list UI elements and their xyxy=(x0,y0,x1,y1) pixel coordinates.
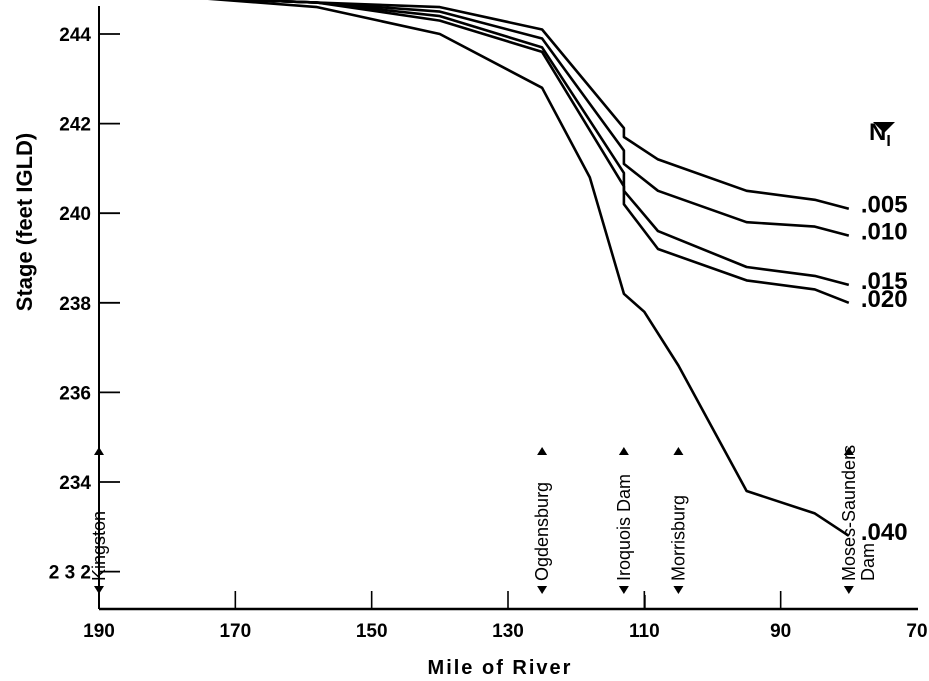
x-tick-label: 110 xyxy=(629,621,660,642)
station-label-line-2: Dam xyxy=(858,543,878,581)
x-tick-label: 130 xyxy=(492,621,524,642)
x-tick-label: 90 xyxy=(770,621,791,642)
legend-header: NI xyxy=(869,119,895,150)
station-down-arrow-icon xyxy=(618,586,629,594)
x-ticks: 190 170 150 130 110 90 70 xyxy=(83,591,928,642)
axes xyxy=(98,6,918,611)
y-tick-label: 244 xyxy=(59,25,91,46)
station-label-line: Ogdensburg xyxy=(532,482,552,581)
station-label-line: Moses-Saunders xyxy=(839,445,859,581)
station-label: Moses-SaundersDam xyxy=(839,445,878,581)
station-markers: Kingston Ogdensburg Iroquois Dam Morrisburg… xyxy=(89,445,878,594)
series-label: .040 xyxy=(861,519,908,546)
station-label-line: Kingston xyxy=(89,511,109,581)
legend-subscript: I xyxy=(886,133,890,150)
station-up-arrow-icon xyxy=(618,447,629,455)
series-label: .005 xyxy=(861,192,908,219)
x-tick-label: 150 xyxy=(356,621,388,642)
station-label: Ogdensburg xyxy=(532,482,552,581)
x-tick-label: 190 xyxy=(83,621,115,642)
station-label: Morrisburg xyxy=(668,495,688,581)
station-label-line: Iroquois Dam xyxy=(614,474,634,581)
station-down-arrow-icon xyxy=(537,586,548,594)
y-tick-label: 240 xyxy=(59,204,91,225)
series-line xyxy=(214,0,850,287)
x-axis-title: Mile of River xyxy=(428,657,573,679)
y-tick-label: 236 xyxy=(59,383,91,404)
station-up-arrow-icon xyxy=(94,447,104,455)
station-down-arrow-icon xyxy=(94,586,104,594)
x-tick-label: 170 xyxy=(219,621,251,642)
station-up-arrow-icon xyxy=(843,447,854,455)
series-label: .020 xyxy=(861,286,908,313)
series-line xyxy=(207,0,850,537)
series-line xyxy=(214,0,850,305)
y-tick-label: 2 3 2 xyxy=(49,563,91,584)
station-label: Kingston xyxy=(89,511,109,581)
station-label: Iroquois Dam xyxy=(614,474,634,581)
series-line xyxy=(214,0,850,237)
y-tick-label: 242 xyxy=(59,115,91,136)
series-group xyxy=(207,0,850,537)
station-label-line: Morrisburg xyxy=(668,495,688,581)
y-axis-title: Stage (feet IGLD) xyxy=(12,133,37,311)
legend-arrow-icon xyxy=(873,122,895,133)
y-ticks: 244 242 240 238 236 234 2 3 2 xyxy=(49,25,120,584)
series-label: .015 xyxy=(861,268,908,295)
station-down-arrow-icon xyxy=(673,586,684,594)
station-down-arrow-icon xyxy=(843,586,854,594)
y-tick-label: 234 xyxy=(59,473,91,494)
series-labels: .005.010 .015.020 .040 xyxy=(861,192,908,546)
x-tick-label: 70 xyxy=(906,621,927,642)
station-up-arrow-icon xyxy=(673,447,684,455)
series-label: .010 xyxy=(861,219,908,246)
station-up-arrow-icon xyxy=(537,447,548,455)
y-tick-label: 238 xyxy=(59,294,91,315)
